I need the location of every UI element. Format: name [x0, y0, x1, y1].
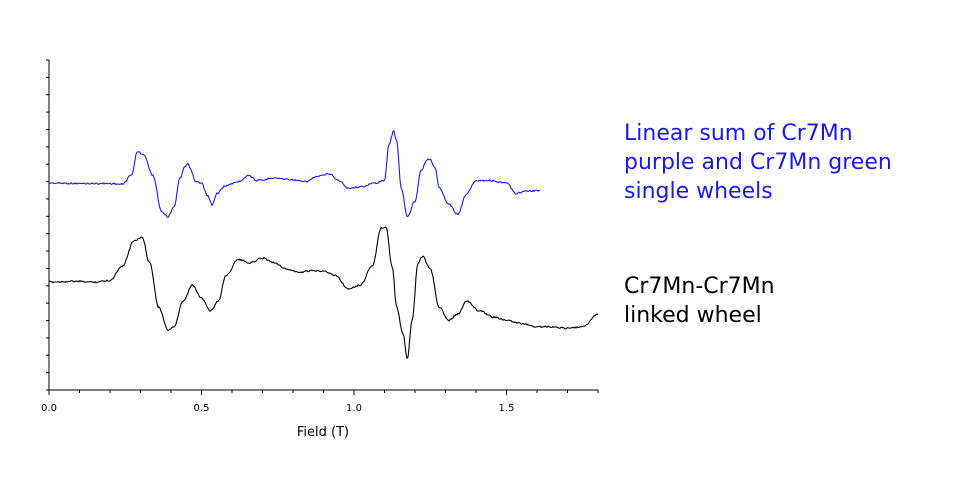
legend-label-line: purple and Cr7Mn green: [624, 150, 892, 175]
x-axis-title: Field (T): [297, 425, 349, 440]
x-tick-label: 1.5: [499, 403, 515, 414]
series-layer: [48, 130, 599, 359]
legend-blue-series: Linear sum of Cr7Mn purple and Cr7Mn gree…: [624, 119, 892, 206]
chart-axes: 0.0 0.5 1.0 1.5: [41, 59, 599, 414]
legend-label-line: single wheels: [624, 179, 773, 204]
series-line-linked-wheel: [48, 226, 599, 359]
x-ticks: 0.0 0.5 1.0 1.5: [41, 390, 599, 414]
legend-label-line: linked wheel: [624, 303, 762, 328]
legend-label-line: Linear sum of Cr7Mn: [624, 121, 853, 146]
x-tick-label: 1.0: [346, 403, 362, 414]
x-tick-label: 0.5: [194, 403, 210, 414]
series-line-linear-sum: [48, 130, 541, 218]
legend-black-series: Cr7Mn-Cr7Mn linked wheel: [624, 272, 775, 330]
legend-label-line: Cr7Mn-Cr7Mn: [624, 274, 775, 299]
x-tick-label: 0.0: [41, 403, 57, 414]
